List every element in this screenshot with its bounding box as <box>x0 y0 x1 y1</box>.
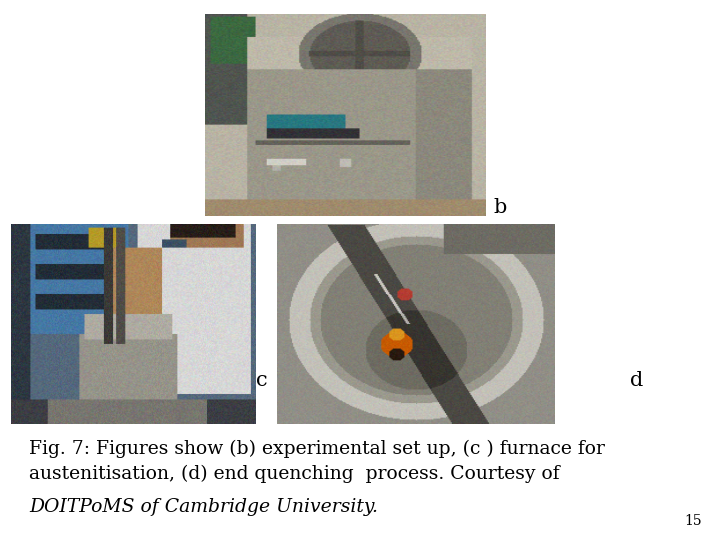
Text: b: b <box>493 198 506 218</box>
Text: 15: 15 <box>685 514 702 528</box>
Text: d: d <box>630 371 643 390</box>
Text: DOITPoMS of Cambridge University.: DOITPoMS of Cambridge University. <box>29 498 378 516</box>
Text: Fig. 7: Figures show (b) experimental set up, (c ) furnace for
austenitisation, : Fig. 7: Figures show (b) experimental se… <box>29 440 605 483</box>
Text: c: c <box>256 371 267 390</box>
